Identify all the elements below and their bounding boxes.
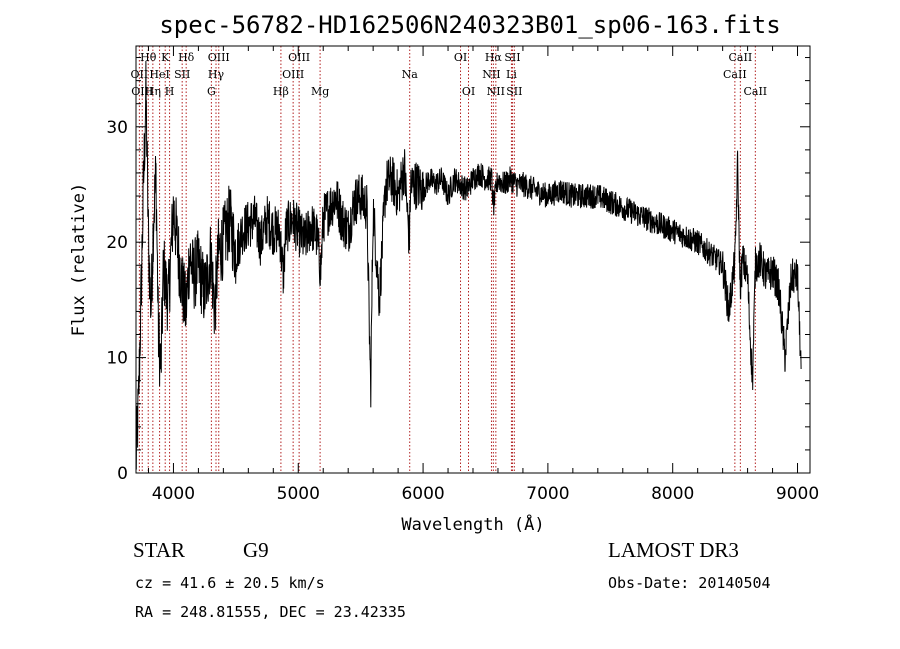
line-marker-label: Li (506, 68, 517, 81)
y-tick-label: 20 (106, 233, 128, 253)
y-tick-label: 10 (106, 349, 128, 369)
redshift-cz: cz = 41.6 ± 20.5 km/s (135, 574, 325, 592)
line-marker-label: SII (174, 68, 190, 81)
line-marker-label: Na (402, 68, 419, 81)
chart-title: spec-56782-HD162506N240323B01_sp06-163.f… (159, 11, 780, 39)
line-marker-label: OII (131, 68, 149, 81)
survey-name: LAMOST DR3 (608, 538, 739, 562)
x-tick-label: 5000 (277, 484, 320, 504)
line-marker-label: NII (482, 68, 500, 81)
line-marker-label: CaII (743, 85, 767, 98)
line-marker-label: G (207, 85, 216, 98)
line-marker-label: OIII (288, 51, 310, 64)
line-marker-label: SII (504, 51, 520, 64)
x-tick-label: 8000 (651, 484, 694, 504)
line-marker-label: OIII (208, 51, 230, 64)
y-axis-label: Flux (relative) (69, 183, 89, 337)
line-marker-label: HeI (149, 68, 169, 81)
y-tick-label: 0 (117, 464, 128, 484)
series-line-flux (135, 60, 802, 470)
line-marker-label: Hδ (178, 51, 195, 64)
line-marker-label: NII (487, 85, 505, 98)
x-tick-label: 7000 (526, 484, 569, 504)
line-marker-label: CaII (723, 68, 747, 81)
line-marker-label: Mg (311, 85, 329, 98)
line-marker-label: Hγ (208, 68, 225, 81)
line-markers (138, 46, 756, 473)
line-marker-label: OI (462, 85, 475, 98)
line-marker-label: K (161, 51, 170, 64)
x-tick-label: 6000 (401, 484, 444, 504)
series-layer (135, 60, 802, 470)
axis-ticks: 4000 5000 6000 7000 8000 9000 0 10 20 30 (106, 46, 819, 504)
line-marker-label: CaII (729, 51, 753, 64)
object-class: STAR (133, 538, 185, 562)
x-axis-label: Wavelength (Å) (401, 513, 544, 535)
x-tick-label: 9000 (776, 484, 819, 504)
line-marker-label: OI (454, 51, 467, 64)
line-marker-label: Hβ (273, 85, 289, 98)
line-marker-label: SII (506, 85, 522, 98)
ra-dec: RA = 248.81555, DEC = 23.42335 (135, 603, 406, 621)
observation-date: Obs-Date: 20140504 (608, 574, 771, 592)
line-marker-labels: OII OIII Hθ Hη HeI K H SII Hδ G Hγ OIII Hβ OIII OIII Mg… (131, 51, 768, 98)
line-marker-label: Hη (145, 85, 161, 98)
x-tick-label: 4000 (152, 484, 195, 504)
line-marker-label: OIII (282, 68, 304, 81)
y-tick-label: 30 (106, 118, 128, 138)
line-marker-label: Hθ (140, 51, 157, 64)
line-marker-label: Hα (485, 51, 503, 64)
object-subclass: G9 (243, 538, 269, 562)
line-marker-label: H (165, 85, 175, 98)
line-marker-label: OIII (131, 85, 153, 98)
